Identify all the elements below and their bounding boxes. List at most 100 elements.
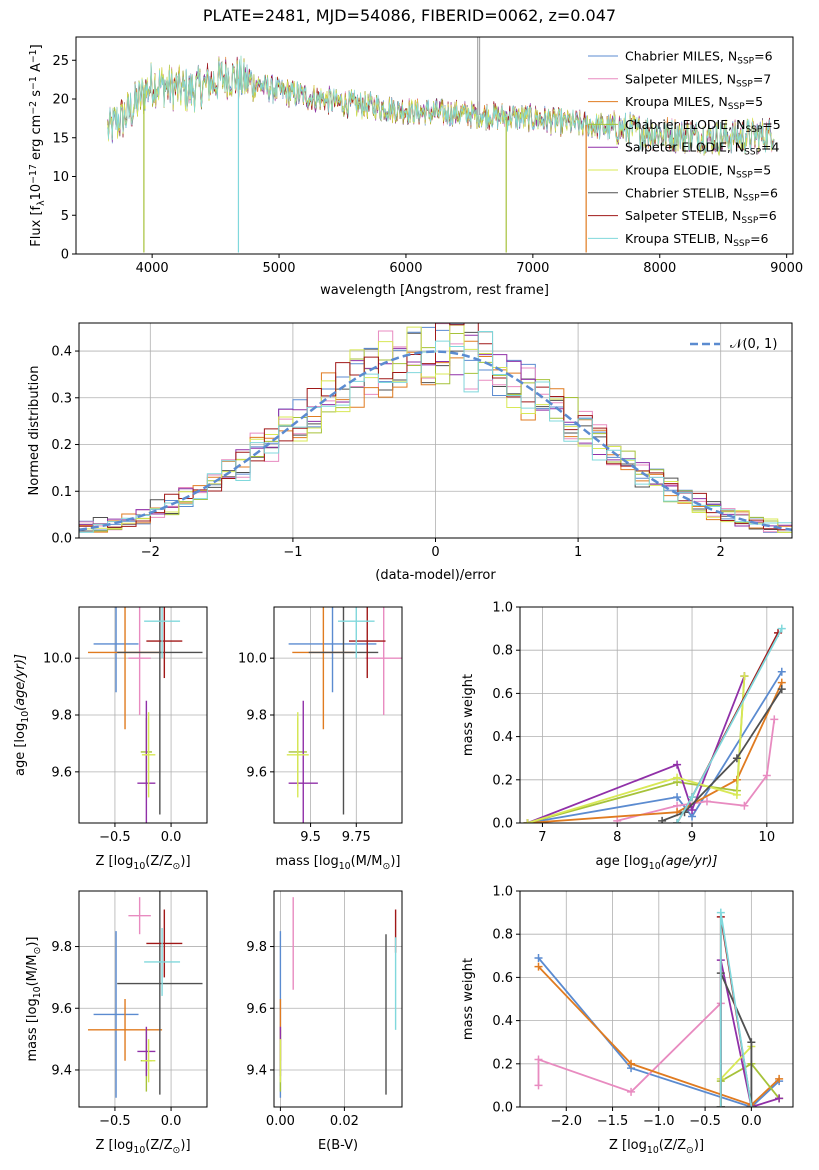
axes-frame bbox=[78, 890, 208, 1108]
weight-marker bbox=[777, 667, 786, 676]
x-tick-label: 7 bbox=[538, 830, 546, 845]
x-axis-label: E(B-V) bbox=[318, 1138, 358, 1153]
weight-marker bbox=[732, 790, 741, 799]
weight-line bbox=[719, 959, 780, 1107]
y-tick-label: 9.8 bbox=[51, 709, 72, 724]
weight-line bbox=[537, 1002, 722, 1093]
weight-marker bbox=[770, 715, 779, 724]
x-tick-label: 7000 bbox=[516, 261, 549, 276]
y-tick-label: 0 bbox=[61, 248, 69, 263]
weight-line bbox=[537, 965, 780, 1106]
weight-marker bbox=[658, 816, 667, 823]
histogram-series bbox=[79, 330, 792, 533]
weight-marker bbox=[732, 754, 741, 763]
axes-frame bbox=[75, 36, 794, 255]
y-tick-label: 9.6 bbox=[246, 1002, 267, 1017]
axes-frame bbox=[273, 890, 403, 1108]
y-tick-label: 9.6 bbox=[51, 765, 72, 780]
x-axis-label: Z [log10(Z/Z⊙)] bbox=[95, 1138, 190, 1156]
x-tick-label: 0.0 bbox=[741, 1114, 762, 1129]
x-tick-label: 0.02 bbox=[330, 1114, 359, 1129]
y-tick-label: 0.8 bbox=[492, 644, 513, 659]
weight-marker bbox=[534, 953, 543, 962]
y-tick-label: 0.3 bbox=[51, 391, 72, 406]
weight-line bbox=[527, 676, 746, 823]
plot-area bbox=[279, 897, 397, 1098]
weight-marker bbox=[716, 908, 725, 917]
weight-line bbox=[676, 628, 783, 823]
y-tick-label: 1.0 bbox=[492, 601, 513, 616]
y-tick-label: 0.6 bbox=[492, 971, 513, 986]
legend-entry: 𝒩(0, 1) bbox=[730, 337, 777, 352]
weight-line bbox=[527, 671, 783, 823]
weight-marker bbox=[777, 624, 786, 633]
weight-marker bbox=[613, 816, 622, 823]
weight-marker bbox=[534, 1055, 543, 1064]
x-tick-label: −0.5 bbox=[689, 1114, 721, 1129]
y-tick-label: 0.8 bbox=[492, 928, 513, 943]
y-tick-label: 25 bbox=[52, 54, 69, 69]
weight-line bbox=[527, 676, 746, 823]
y-tick-label: 10 bbox=[52, 170, 69, 185]
y-axis-label: Normed distribution bbox=[27, 366, 42, 496]
legend-entry: Kroupa STELIB, NSSP=6 bbox=[625, 231, 769, 249]
y-tick-label: 15 bbox=[52, 131, 69, 146]
x-tick-label: 9.75 bbox=[342, 830, 371, 845]
weight-marker bbox=[775, 1074, 784, 1083]
x-tick-label: −1.5 bbox=[597, 1114, 629, 1129]
weight-marker bbox=[747, 1103, 756, 1107]
y-tick-label: 10.0 bbox=[238, 652, 267, 667]
histogram-series bbox=[79, 332, 792, 533]
weight-marker bbox=[688, 793, 697, 802]
legend-entry: Chabrier STELIB, NSSP=6 bbox=[625, 185, 778, 203]
y-tick-label: 0.0 bbox=[492, 1101, 513, 1116]
weight-marker bbox=[673, 819, 682, 823]
panel-ebv-vs-mass: 0.00 0.02 9.4 9.6 9.8 E(B-V) bbox=[246, 890, 403, 1153]
weight-marker bbox=[740, 801, 749, 810]
x-tick-label: −2 bbox=[141, 545, 160, 560]
y-tick-label: 0.6 bbox=[492, 687, 513, 702]
y-tick-label: 0.2 bbox=[51, 438, 72, 453]
weight-marker bbox=[673, 793, 682, 802]
weight-marker bbox=[716, 1103, 725, 1107]
weight-marker bbox=[762, 771, 771, 780]
y-tick-label: 9.8 bbox=[51, 940, 72, 955]
x-axis-label: (data-model)/error bbox=[375, 568, 496, 583]
y-tick-label: 0.2 bbox=[492, 773, 513, 788]
x-tick-label: 8000 bbox=[643, 261, 676, 276]
x-tick-label: 10 bbox=[759, 830, 776, 845]
y-tick-label: 0.4 bbox=[51, 345, 72, 360]
weight-marker bbox=[702, 797, 711, 806]
legend-entry: Salpeter MILES, NSSP=7 bbox=[625, 71, 771, 89]
legend: Chabrier MILES, NSSP=6 Salpeter MILES, NS… bbox=[588, 49, 781, 249]
axes-frame bbox=[519, 890, 794, 1108]
x-tick-label: −0.5 bbox=[99, 830, 131, 845]
x-tick-label: −2.0 bbox=[550, 1114, 582, 1129]
weight-marker bbox=[747, 1038, 756, 1047]
figure-title: PLATE=2481, MJD=54086, FIBERID=0062, z=0… bbox=[202, 6, 617, 25]
axes-frame bbox=[519, 606, 794, 824]
histogram-series bbox=[79, 324, 792, 533]
panel-mass-vs-age: 9.5 9.75 9.6 9.8 10.0 mass [log10(M/M⊙)] bbox=[238, 606, 403, 872]
plot-area bbox=[79, 323, 792, 533]
x-tick-label: 9.5 bbox=[300, 830, 321, 845]
x-tick-label: 4000 bbox=[136, 261, 169, 276]
x-tick-label: 1 bbox=[574, 545, 582, 560]
y-tick-label: 0.0 bbox=[492, 817, 513, 832]
panel-spectrum: 4000 5000 6000 7000 8000 9000 0 5 10 15 20 25 wavele… bbox=[28, 36, 803, 298]
x-axis-label: mass [log10(M/M⊙)] bbox=[276, 854, 401, 872]
legend-entry: Salpeter ELODIE, NSSP=4 bbox=[625, 140, 780, 158]
panel-age-vs-massweight: 7 8 9 10 0.0 0.2 0.4 0.6 0.8 1.0 age [log10(age/yr… bbox=[461, 601, 794, 872]
y-tick-label: 0.0 bbox=[51, 532, 72, 547]
weight-marker bbox=[534, 962, 543, 971]
panel-residual-histogram: −2 −1 0 1 2 0.0 0.1 0.2 0.3 0.4 (data-model)/error… bbox=[27, 322, 793, 583]
legend-entry: Chabrier MILES, NSSP=6 bbox=[625, 49, 773, 67]
x-tick-label: 0.00 bbox=[266, 1114, 295, 1129]
weight-marker bbox=[627, 1087, 636, 1096]
y-tick-label: 1.0 bbox=[492, 885, 513, 900]
x-tick-label: −1 bbox=[283, 545, 302, 560]
legend-entry: Kroupa MILES, NSSP=5 bbox=[625, 94, 763, 112]
x-tick-label: −1.0 bbox=[643, 1114, 675, 1129]
y-tick-label: 9.8 bbox=[246, 709, 267, 724]
